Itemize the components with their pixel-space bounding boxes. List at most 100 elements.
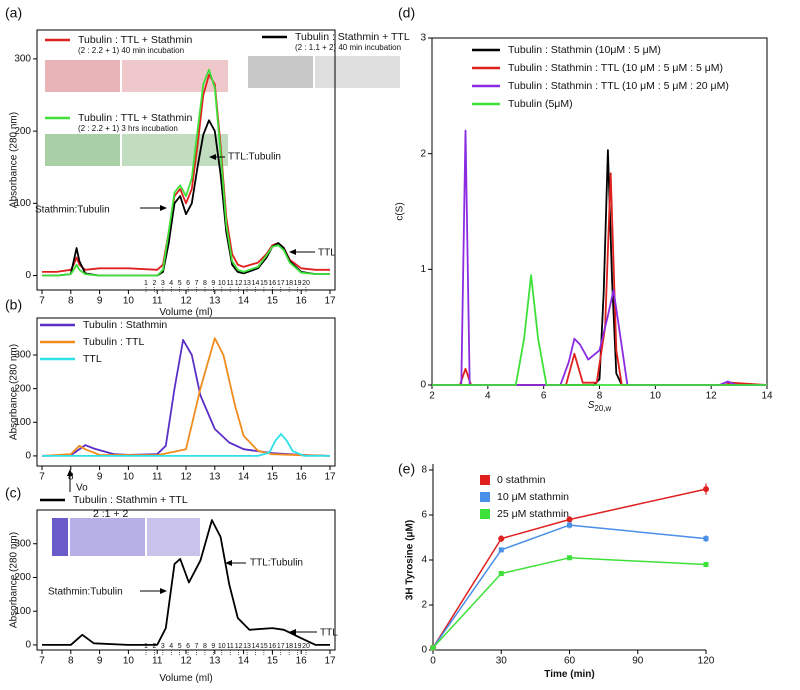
x-tick-label: 13 [209,296,221,307]
x-tick-label: 17 [324,296,336,307]
panel-label: (a) [5,5,22,21]
y-tick-label: 3 [420,33,426,44]
fraction-label: 16 [268,280,276,287]
panel-label: (e) [398,461,415,477]
fraction-label: 5 [178,280,182,287]
x-tick-label: 10 [650,391,662,402]
gel-image [315,56,400,88]
series-line [42,119,330,277]
fraction-label: 15 [260,280,268,287]
gel-image [45,134,120,166]
data-point [703,486,709,493]
fraction-label: 18 [285,280,293,287]
annotation: TTL [320,628,338,639]
x-tick-label: 10 [123,656,135,667]
x-tick-label: 12 [706,391,718,402]
legend-swatch [480,509,490,519]
fraction-label: 17 [277,643,285,650]
y-axis-label: 3H Tyrosine (μM) [405,520,416,600]
gel-image [122,134,228,166]
legend-label: Tubulin : Stathmin [83,319,167,331]
fraction-label: 11 [227,280,234,287]
series-line [42,73,330,273]
fraction-label: 7 [195,643,199,650]
x-axis-label: Time (min) [544,669,594,680]
y-tick-label: 8 [421,465,427,476]
gel-image [122,60,228,92]
fraction-label: 1 [144,643,148,650]
x-tick-label: 0 [430,656,436,667]
panel: (b) 7 8 9 10 11 12 13 14 15 16 17 0 100 200 300Absorban… [5,297,336,494]
panel: (e) 0 30 60 90 120 0 2 4 6 8 3H Tyrosine (μM) Time (… [398,461,715,680]
legend-label: 0 stathmin [497,474,546,486]
fraction-label: 8 [203,643,207,650]
y-tick-label: 200 [14,572,31,583]
x-tick-label: 8 [68,656,74,667]
x-axis-label-main: Time (min) [544,669,594,680]
x-tick-label: 14 [238,296,250,307]
y-tick-label: 300 [14,54,31,65]
fraction-label: 17 [277,280,285,287]
gel-image [147,518,200,556]
y-tick-label: 100 [14,198,31,209]
fraction-label: 14 [252,643,260,650]
x-tick-label: 4 [485,391,491,402]
x-tick-label: 14 [761,391,773,402]
x-axis-label-main: Volume (ml) [159,673,212,684]
legend-note: (2 : 1.1 + 2) 40 min incubation [295,43,401,52]
panel-label: (d) [398,5,415,21]
x-tick-label: 6 [541,391,547,402]
fraction-label: 12 [235,643,243,650]
y-axis-label: Absorbance (280 nm) [9,112,20,208]
gel-image [45,60,120,92]
x-tick-label: 15 [267,656,279,667]
series-line [42,433,330,457]
fraction-label: 2 [152,280,156,287]
x-tick-label: 8 [597,391,603,402]
gel-image [248,56,313,88]
data-point [703,536,709,542]
annotation: Stathmin:Tubulin [35,205,110,216]
fraction-label: 11 [227,643,234,650]
y-tick-label: 300 [14,538,31,549]
panel: (c)7 8 9 10 11 12 13 14 15 16 170100200300Absorban… [5,485,338,684]
legend-label: Tubulin : Stathmin + TTL [73,494,188,506]
legend-note: 2 :1 + 2 [93,508,128,520]
fraction-label: 15 [260,643,268,650]
series-line [42,519,330,646]
y-tick-label: 0 [25,270,31,281]
fraction-label: 12 [235,280,243,287]
data-point [498,535,505,542]
legend-label: Tubulin : TTL + Stathmin [78,34,192,46]
data-point [498,547,504,553]
fraction-label: 1 [144,280,148,287]
y-tick-label: 0 [420,380,426,391]
legend-label: 25 μM stathmin [497,508,569,520]
fraction-label: 9 [211,643,215,650]
legend-label: TTL [83,353,102,365]
fraction-label: 9 [211,280,215,287]
annotation: TTL:Tubulin [228,152,281,163]
data-point [567,522,572,528]
x-tick-label: 2 [429,391,435,402]
x-tick-label: 7 [39,656,45,667]
x-tick-label: 7 [39,472,45,483]
annotation: TTL:Tubulin [250,558,303,569]
fraction-label: 3 [161,280,165,287]
series-line [41,337,331,457]
y-tick-label: 200 [14,126,31,137]
x-tick-label: 8 [68,296,74,307]
x-tick-label: 12 [180,656,192,667]
fraction-label: 10 [218,643,226,650]
panel-label: (c) [5,485,21,501]
x-tick-label: 14 [238,472,250,483]
x-tick-label: 13 [209,472,221,483]
fraction-label: 13 [243,280,251,287]
y-axis-label: c(S) [395,202,406,220]
data-point [567,555,572,561]
y-tick-label: 300 [14,350,31,361]
y-tick-label: 4 [421,555,427,566]
series-line [432,129,767,386]
